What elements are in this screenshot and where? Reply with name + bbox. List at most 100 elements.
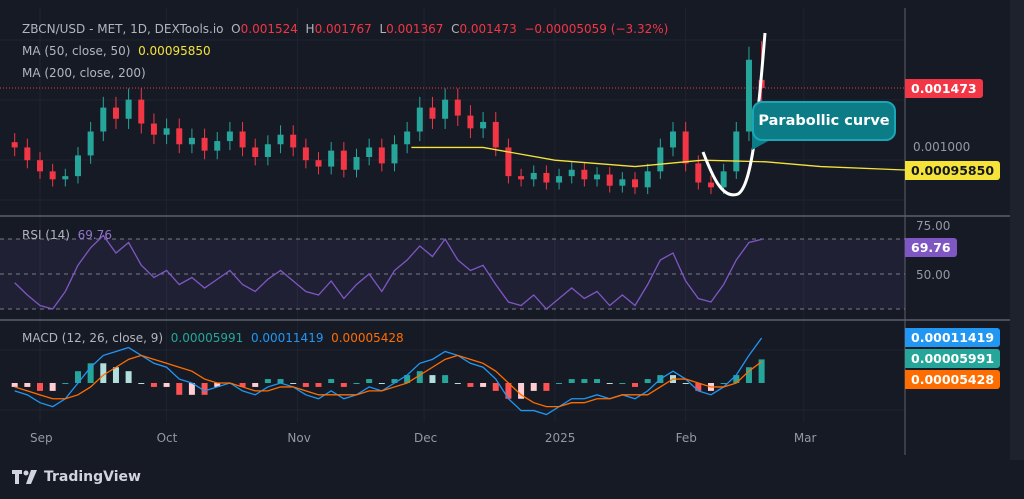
macd-histogram-bar — [340, 383, 347, 387]
macd-histogram-bar — [733, 375, 740, 383]
candle-body — [568, 169, 575, 177]
candle-body — [163, 128, 170, 135]
candles — [11, 41, 765, 195]
macd-histogram-bar — [24, 383, 31, 387]
macd-histogram-bar — [150, 383, 157, 387]
close-value: 0.001473 — [459, 22, 517, 36]
candle-body — [378, 147, 385, 164]
candle-body — [404, 131, 411, 145]
macd-histogram-bar — [138, 383, 145, 384]
candle-body — [505, 147, 512, 177]
annotation-text: Parabollic curve — [758, 113, 890, 129]
macd-histogram-bar — [429, 375, 436, 383]
macd-histogram-bar — [518, 383, 525, 399]
candle-body — [454, 99, 461, 116]
ma50-legend[interactable]: MA (50, close, 50) 0.00095850 — [22, 44, 211, 58]
candle-body — [340, 150, 347, 170]
time-tick: Feb — [675, 431, 697, 445]
low-value: 0.001367 — [386, 22, 444, 36]
macd-histogram-bar — [556, 383, 563, 384]
macd-histogram-bar — [264, 379, 271, 383]
candle-body — [112, 107, 119, 119]
candle-body — [264, 144, 271, 158]
candle-body — [556, 176, 563, 183]
macd-histogram-bar — [581, 379, 588, 383]
brand-text: TradingView — [44, 469, 141, 485]
macd-histogram-bar — [328, 379, 335, 383]
candle-body — [429, 107, 436, 119]
candle-body — [632, 179, 639, 188]
candle-body — [644, 171, 651, 188]
candle-body — [176, 128, 183, 145]
macd-histogram-bar — [188, 383, 195, 395]
macd-histogram-bar — [505, 383, 512, 399]
macd-histogram-bar — [644, 379, 651, 383]
candle-body — [150, 123, 157, 135]
macd-label: MACD (12, 26, close, 9) — [22, 331, 164, 345]
candle-body — [252, 147, 259, 158]
macd-histogram-bar — [695, 383, 702, 391]
candle-body — [315, 160, 322, 167]
macd-signal-value: 0.00005428 — [331, 331, 404, 345]
low-label: L — [379, 22, 387, 36]
time-tick: Mar — [793, 431, 817, 445]
macd-histogram-bar — [277, 379, 284, 383]
macd-histogram-bar — [467, 383, 474, 387]
candle-body — [366, 147, 373, 158]
rsi-value: 69.76 — [77, 228, 112, 242]
macd-histogram-bar — [632, 383, 639, 387]
candle-body — [100, 107, 107, 132]
ma200-label: MA (200, close, 200) — [22, 66, 146, 80]
macd-histogram-bar — [416, 371, 423, 383]
time-tick: Sep — [30, 431, 53, 445]
candle-body — [328, 150, 335, 167]
signal-line — [14, 354, 763, 408]
candle-body — [239, 131, 246, 148]
rsi-tick-50: 50.00 — [916, 268, 951, 282]
macd-histogram-bar — [62, 383, 69, 384]
macd-histogram-bar — [454, 383, 461, 384]
annotation-callout[interactable]: Parabollic curve — [752, 101, 896, 141]
candle-body — [87, 131, 94, 156]
rsi-label: RSI (14) — [22, 228, 70, 242]
candle-body — [11, 142, 18, 148]
candle-body — [682, 131, 689, 164]
signal-tag: 0.00005428 — [905, 370, 1001, 389]
candle-body — [290, 134, 297, 148]
macd-pane — [11, 337, 765, 416]
candle-body — [442, 99, 449, 119]
macd-histogram-bar — [758, 359, 765, 383]
macd-histogram-bar — [720, 383, 727, 384]
candle-body — [530, 172, 537, 180]
candle-body — [670, 131, 676, 148]
candle-body — [125, 99, 132, 119]
macd-histogram-bar — [606, 383, 613, 384]
time-tick: 2025 — [544, 431, 576, 445]
candle-body — [657, 147, 664, 172]
macd-histogram-bar — [74, 371, 81, 383]
candle-body — [594, 174, 601, 180]
candle-body — [302, 147, 309, 161]
macd-line — [14, 337, 763, 416]
macd-legend[interactable]: MACD (12, 26, close, 9) 0.00005991 0.000… — [22, 331, 404, 345]
macd-histogram-bar — [530, 383, 537, 391]
ma200-legend[interactable]: MA (200, close, 200) — [22, 66, 146, 80]
rsi-legend[interactable]: RSI (14) 69.76 — [22, 228, 112, 242]
macd-histogram-bar — [100, 363, 107, 383]
macd-histogram-bar — [163, 383, 170, 387]
candle-body — [543, 172, 550, 183]
candle-body — [188, 137, 195, 145]
candle-body — [277, 134, 284, 145]
tradingview-logo[interactable]: TradingView — [12, 469, 141, 485]
parabolic-curve-drawing[interactable] — [701, 32, 767, 197]
macd-histogram-bar — [112, 367, 119, 383]
candle-body — [720, 171, 727, 188]
high-value: 0.001767 — [314, 22, 372, 36]
macd-histogram-bar — [543, 383, 550, 391]
candle-body — [24, 147, 31, 161]
rsi-tag: 69.76 — [905, 238, 957, 257]
macd-histogram-bar — [176, 383, 183, 395]
macd-histogram-bar — [366, 379, 373, 383]
candle-body — [391, 144, 398, 164]
